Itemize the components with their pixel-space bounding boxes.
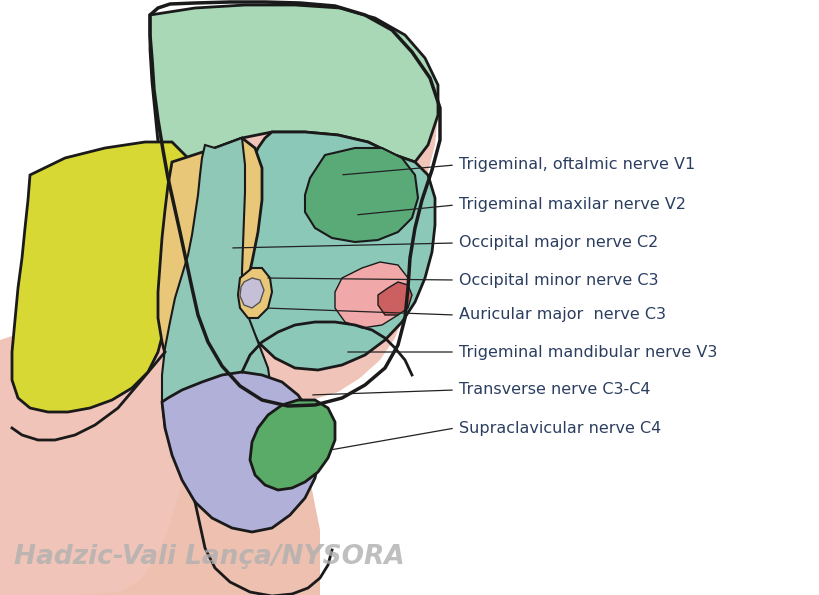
Text: Occipital major nerve C2: Occipital major nerve C2 [459,236,658,250]
Text: Auricular major  nerve C3: Auricular major nerve C3 [459,308,666,322]
Polygon shape [305,148,418,242]
Text: Trigeminal maxilar nerve V2: Trigeminal maxilar nerve V2 [459,198,686,212]
Polygon shape [12,142,192,412]
Text: Trigeminal, oftalmic nerve V1: Trigeminal, oftalmic nerve V1 [459,158,695,173]
Polygon shape [185,360,320,595]
Text: Supraclavicular nerve C4: Supraclavicular nerve C4 [459,421,661,436]
Polygon shape [150,5,438,402]
Polygon shape [150,5,438,162]
Polygon shape [0,335,215,595]
Polygon shape [238,268,272,318]
Text: Occipital minor nerve C3: Occipital minor nerve C3 [459,273,658,287]
Polygon shape [378,282,412,315]
Polygon shape [158,138,262,390]
Polygon shape [250,400,335,490]
Polygon shape [162,372,320,532]
Polygon shape [0,255,218,595]
Text: Hadzic-Vali Lança/NYSORA: Hadzic-Vali Lança/NYSORA [14,544,405,570]
Polygon shape [335,262,408,328]
Polygon shape [240,132,435,370]
Text: Transverse nerve C3-C4: Transverse nerve C3-C4 [459,383,650,397]
Polygon shape [162,138,272,488]
Polygon shape [240,278,264,308]
Text: Trigeminal mandibular nerve V3: Trigeminal mandibular nerve V3 [459,345,717,359]
